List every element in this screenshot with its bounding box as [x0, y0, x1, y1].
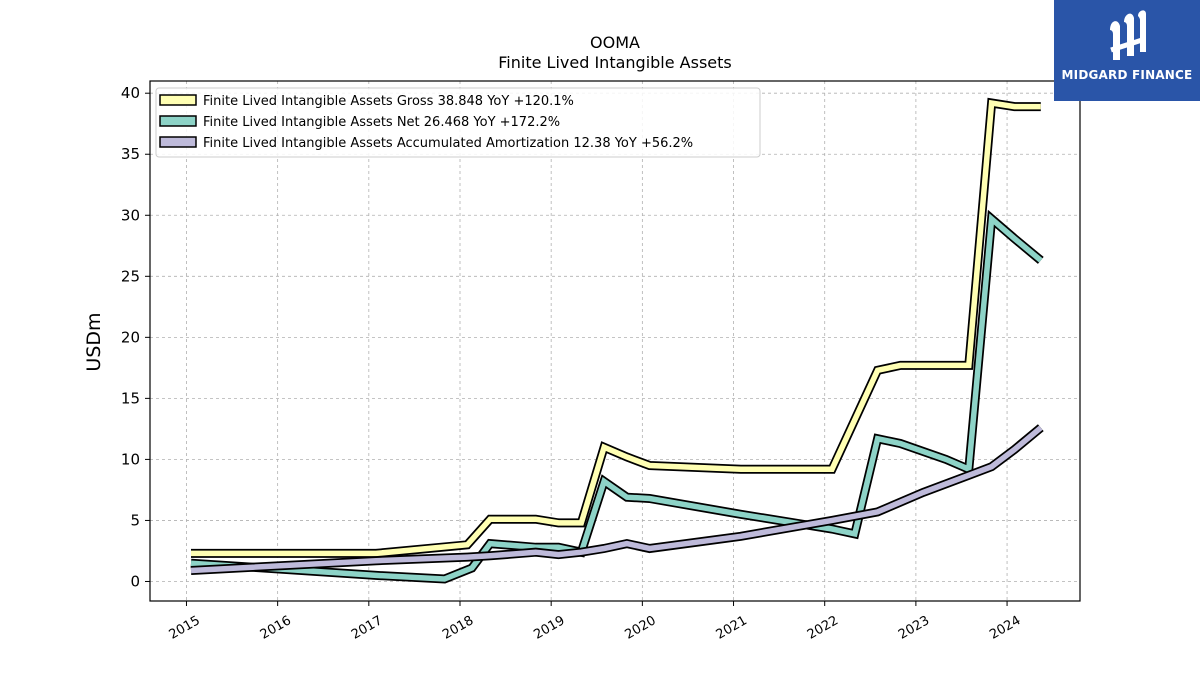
x-tick-label: 2019 — [531, 613, 567, 643]
y-tick-label: 40 — [121, 84, 140, 102]
series-2 — [190, 424, 1044, 575]
x-tick-label: 2023 — [896, 613, 932, 643]
legend-label: Finite Lived Intangible Assets Gross 38.… — [203, 94, 574, 109]
x-tick-label: 2016 — [258, 613, 294, 643]
legend-box — [155, 87, 761, 158]
series-line — [191, 99, 1041, 557]
y-tick-label: 10 — [121, 450, 140, 468]
series-line — [190, 425, 1043, 574]
x-tick-label: 2022 — [805, 613, 841, 643]
x-tick-label: 2018 — [440, 613, 476, 643]
series-line-outline — [190, 209, 1044, 584]
legend-item: Finite Lived Intangible Assets Net 26.46… — [159, 115, 560, 130]
y-tick-label: 30 — [121, 206, 140, 224]
legend-item: Finite Lived Intangible Assets Gross 38.… — [159, 94, 574, 109]
y-tick-label: 15 — [121, 389, 140, 407]
x-tick-label: 2015 — [167, 613, 203, 643]
midgard-logo-icon — [1110, 10, 1147, 60]
logo-text: MIDGARD FINANCE — [1061, 68, 1193, 82]
y-tick-label: 0 — [130, 572, 140, 590]
x-tick-label: 2024 — [987, 613, 1023, 643]
legend: Finite Lived Intangible Assets Gross 38.… — [155, 87, 761, 158]
x-tick-label: 2020 — [623, 613, 659, 643]
plot-frame — [149, 80, 1081, 602]
legend-swatch — [159, 115, 197, 127]
legend-label: Finite Lived Intangible Assets Net 26.46… — [203, 115, 560, 130]
series-lines — [190, 97, 1044, 584]
midgard-finance-logo: MIDGARD FINANCE — [1054, 0, 1200, 101]
y-tick-label: 35 — [121, 145, 140, 163]
chart-title: OOMA — [590, 33, 640, 52]
series-line — [190, 213, 1043, 582]
y-axis-label: USDm — [83, 312, 105, 371]
legend-item: Finite Lived Intangible Assets Accumulat… — [159, 136, 693, 151]
y-tick-label: 25 — [121, 267, 140, 285]
y-tick-label: 5 — [130, 511, 140, 529]
y-tick-label: 20 — [121, 328, 140, 346]
series-1 — [190, 209, 1044, 584]
legend-swatch — [159, 136, 197, 148]
legend-swatch — [159, 94, 197, 106]
x-tick-label: 2021 — [714, 613, 750, 643]
series-0 — [191, 97, 1041, 558]
grid — [150, 81, 1080, 601]
x-tick-label: 2017 — [349, 613, 385, 643]
legend-label: Finite Lived Intangible Assets Accumulat… — [203, 136, 693, 151]
chart-subtitle: Finite Lived Intangible Assets — [498, 53, 731, 72]
